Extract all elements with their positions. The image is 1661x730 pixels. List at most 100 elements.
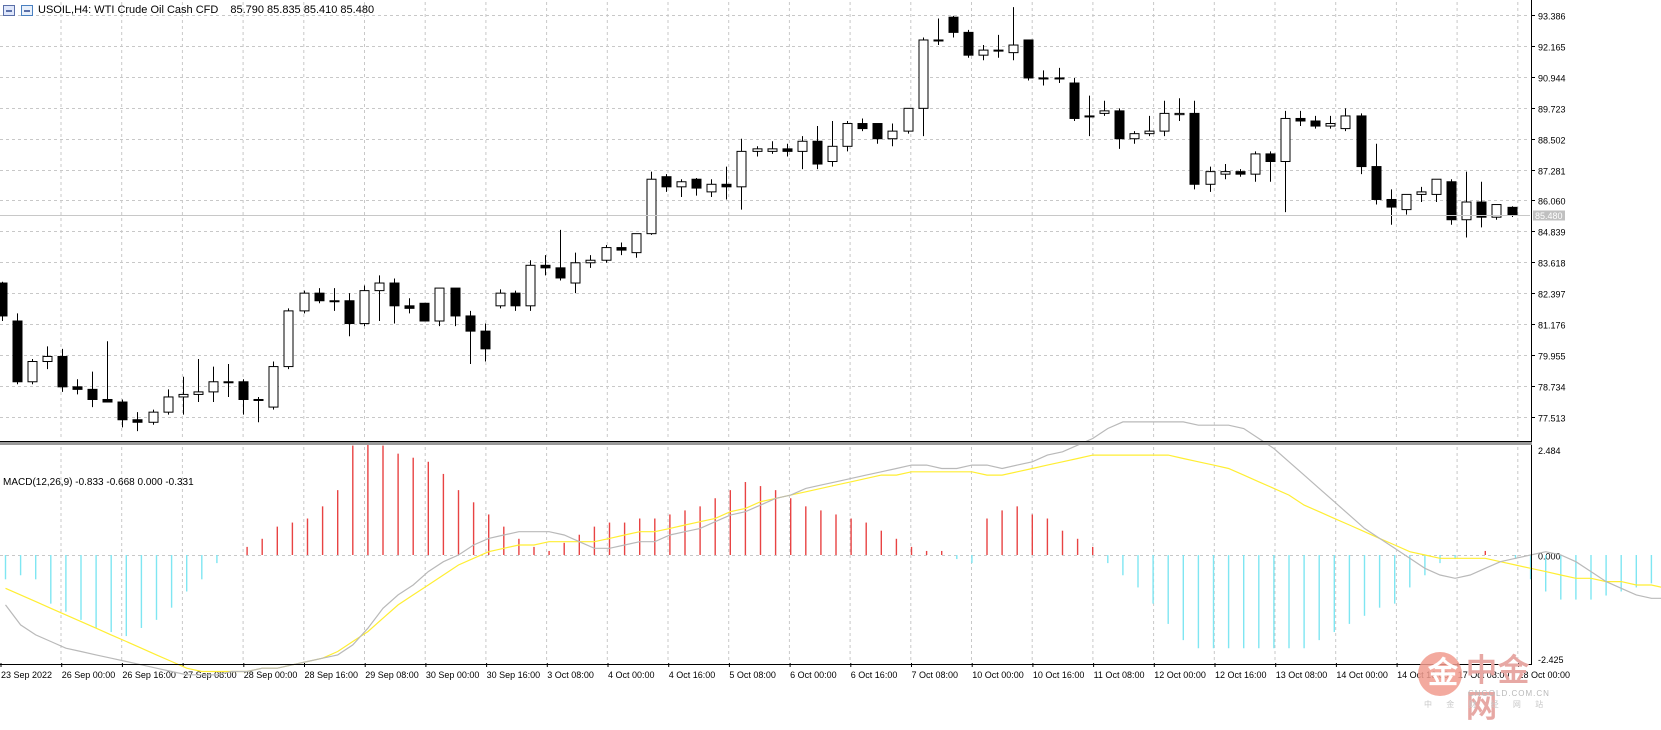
candle-bullish — [179, 394, 188, 397]
candle-bearish — [1387, 199, 1396, 207]
price-tick-label: 79.955 — [1538, 352, 1566, 362]
price-tick-label: 90.944 — [1538, 74, 1566, 84]
candle-bullish — [994, 50, 1003, 51]
candle-bearish — [345, 301, 354, 324]
candle-bearish — [813, 141, 822, 164]
time-tick-label: 4 Oct 16:00 — [669, 670, 716, 680]
candle-bearish — [556, 268, 565, 278]
candle-bullish — [1206, 172, 1215, 185]
candle-bearish — [451, 288, 460, 316]
candle-bullish — [1175, 113, 1184, 114]
candle-bearish — [103, 399, 112, 402]
price-tick-label: 88.502 — [1538, 136, 1566, 146]
time-tick-label: 5 Oct 08:00 — [729, 670, 776, 680]
macd-histogram — [6, 441, 1661, 648]
logo-glyph: 金 — [1428, 657, 1458, 691]
candle-bullish — [934, 40, 943, 41]
candle-bearish — [1447, 182, 1456, 220]
candle-bullish — [586, 260, 595, 263]
candle-bullish — [209, 382, 218, 392]
candle-bearish — [964, 32, 973, 55]
time-tick-label: 28 Sep 16:00 — [305, 670, 359, 680]
candle-bullish — [1462, 202, 1471, 220]
candle-bearish — [239, 382, 248, 400]
candlestick-series — [0, 7, 1517, 431]
candle-bullish — [828, 146, 837, 161]
candle-bullish — [1085, 116, 1094, 117]
time-tick-label: 6 Oct 16:00 — [851, 670, 898, 680]
candle-bearish — [1508, 207, 1517, 215]
candle-bearish — [1311, 121, 1320, 126]
candle-bearish — [133, 420, 142, 423]
candle-bullish — [632, 234, 641, 253]
bid-price-line: 85.480 — [0, 211, 1565, 222]
time-tick-label: 26 Sep 00:00 — [62, 670, 116, 680]
time-tick-label: 23 Sep 2022 — [1, 670, 52, 680]
time-tick-label: 30 Sep 00:00 — [426, 670, 480, 680]
macd-signal-line — [6, 455, 1661, 671]
candle-bullish — [571, 263, 580, 283]
candle-bullish — [28, 362, 37, 382]
candle-bearish — [1372, 167, 1381, 200]
price-tick-label: 92.165 — [1538, 43, 1566, 53]
candle-bullish — [149, 412, 158, 422]
macd-line — [6, 422, 1661, 675]
candle-bearish — [722, 184, 731, 187]
candle-bullish — [1009, 45, 1018, 53]
candle-bullish — [843, 124, 852, 147]
time-tick-label: 7 Oct 08:00 — [912, 670, 959, 680]
copy-icon[interactable] — [21, 5, 33, 16]
price-tick-label: 84.839 — [1538, 228, 1566, 238]
candle-bearish — [541, 265, 550, 268]
price-tick-label: 86.060 — [1538, 197, 1566, 207]
candle-bullish — [919, 40, 928, 108]
candle-bullish — [1145, 131, 1154, 134]
candle-bullish — [753, 149, 762, 152]
candle-bearish — [1296, 118, 1305, 121]
candle-bullish — [737, 151, 746, 186]
candle-bearish — [481, 331, 490, 349]
chart-header: USOIL,H4: WTI Crude Oil Cash CFD 85.790 … — [0, 2, 374, 18]
candle-bullish — [1326, 124, 1335, 127]
calculator-icon[interactable] — [3, 5, 15, 16]
candle-bearish — [1477, 202, 1486, 217]
candle-bullish — [435, 288, 444, 321]
candle-bullish — [269, 367, 278, 408]
price-tick-label: 81.176 — [1538, 321, 1566, 331]
candle-bearish — [1236, 172, 1245, 175]
time-tick-label: 4 Oct 00:00 — [608, 670, 655, 680]
candle-bullish — [798, 141, 807, 151]
candle-bearish — [1115, 111, 1124, 139]
time-tick-label: 11 Oct 08:00 — [1094, 670, 1145, 680]
bid-price-label: 85.480 — [1535, 211, 1563, 221]
candle-bullish — [1251, 154, 1260, 174]
watermark-logo: 金 中金网 CNGOLD.COM.CN 中 金 财 经 网 站 — [1418, 652, 1560, 707]
time-tick-label: 30 Sep 16:00 — [487, 670, 541, 680]
candle-bearish — [783, 149, 792, 152]
time-tick-label: 12 Oct 16:00 — [1215, 670, 1267, 680]
candle-bullish — [496, 293, 505, 306]
candle-bullish — [647, 179, 656, 233]
candle-bullish — [330, 301, 339, 302]
candle-bearish — [118, 402, 127, 420]
time-tick-label: 10 Oct 00:00 — [972, 670, 1024, 680]
candle-bullish — [707, 184, 716, 192]
time-tick-label: 29 Sep 08:00 — [365, 670, 419, 680]
time-tick-label: 6 Oct 00:00 — [790, 670, 837, 680]
chart-frame — [0, 0, 1532, 665]
candle-bearish — [1024, 40, 1033, 78]
candle-bullish — [526, 265, 535, 306]
candle-bearish — [420, 303, 429, 321]
candle-bearish — [390, 283, 399, 306]
time-tick-label: 3 Oct 08:00 — [547, 670, 594, 680]
candle-bearish — [511, 293, 520, 306]
candle-bullish — [1432, 179, 1441, 194]
candle-bullish — [194, 392, 203, 395]
candle-bullish — [1100, 111, 1109, 114]
candle-bullish — [1221, 172, 1230, 175]
time-tick-label: 14 Oct 00:00 — [1336, 670, 1388, 680]
time-tick-label: 12 Oct 00:00 — [1154, 670, 1206, 680]
